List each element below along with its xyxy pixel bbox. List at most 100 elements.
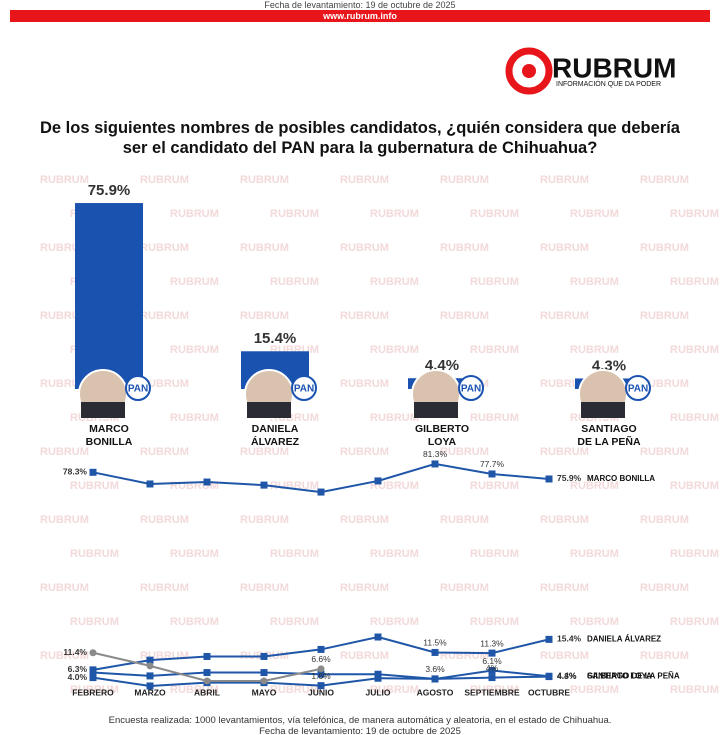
- footer-date: Fecha de levantamiento: 19 de octubre de…: [259, 726, 461, 735]
- point-label: 4.3%: [557, 671, 577, 681]
- point: [260, 669, 268, 677]
- point: [317, 645, 325, 653]
- point-label: 1.6%: [311, 671, 331, 681]
- x-tick-label: FEBRERO: [72, 687, 114, 697]
- watermark: RUBRUM: [70, 616, 119, 628]
- point-label: 15.4%: [557, 634, 582, 644]
- category-label: ÁLVAREZ: [251, 435, 300, 448]
- point: [203, 677, 211, 685]
- point: [89, 674, 97, 682]
- point: [317, 670, 325, 678]
- watermark: RUBRUM: [670, 548, 719, 560]
- party-logo-text: PAN: [461, 384, 481, 395]
- point-label: 6.1%: [482, 656, 502, 666]
- watermark: RUBRUM: [370, 548, 419, 560]
- party-logo-text: PAN: [294, 384, 314, 395]
- point: [146, 480, 154, 488]
- watermark: RUBRUM: [570, 684, 619, 696]
- watermark: RUBRUM: [240, 582, 289, 594]
- logo-text: RUBRUM: [552, 52, 676, 83]
- watermark: RUBRUM: [270, 480, 319, 492]
- series-name: GILBERTO LOYA: [587, 671, 652, 680]
- watermark: RUBRUM: [370, 480, 419, 492]
- series-name: MARCO BONILLA: [587, 474, 655, 483]
- watermark: RUBRUM: [340, 174, 389, 186]
- bar: [75, 203, 143, 389]
- watermark: RUBRUM: [170, 344, 219, 356]
- point: [374, 477, 382, 485]
- watermark: RUBRUM: [370, 684, 419, 696]
- watermark: RUBRUM: [270, 548, 319, 560]
- point-label: 81.3%: [423, 449, 448, 459]
- point: [89, 649, 97, 657]
- watermark: RUBRUM: [240, 446, 289, 458]
- series-name: SANTIAGO DE LA PEÑA: [587, 672, 680, 681]
- watermark: RUBRUM: [470, 548, 519, 560]
- point: [146, 656, 154, 664]
- watermark: RUBRUM: [440, 174, 489, 186]
- watermark: RUBRUM: [370, 616, 419, 628]
- watermark: RUBRUM: [340, 446, 389, 458]
- point: [374, 633, 382, 641]
- point-label: 78.3%: [63, 467, 88, 477]
- watermark: RUBRUM: [540, 310, 589, 322]
- watermark: RUBRUM: [640, 310, 689, 322]
- watermark: RUBRUM: [340, 582, 389, 594]
- point-label: 11.5%: [423, 638, 447, 648]
- watermark: RUBRUM: [370, 344, 419, 356]
- watermark: RUBRUM: [470, 480, 519, 492]
- watermark: RUBRUM: [540, 650, 589, 662]
- logo-dot: [522, 64, 536, 78]
- category-label: BONILLA: [86, 436, 133, 448]
- watermark: RUBRUM: [540, 446, 589, 458]
- point-label: 75.9%: [557, 473, 582, 483]
- x-tick-label: SEPTIEMBRE: [464, 687, 520, 697]
- point-label: 4%: [486, 663, 499, 673]
- watermark: RUBRUM: [670, 412, 719, 424]
- watermark: RUBRUM: [140, 582, 189, 594]
- point: [431, 675, 439, 683]
- point: [203, 652, 211, 660]
- x-tick-label: JULIO: [365, 687, 390, 697]
- watermark: RUBRUM: [670, 208, 719, 220]
- watermark: RUBRUM: [340, 514, 389, 526]
- watermark: RUBRUM: [670, 684, 719, 696]
- point-label: 4.4%: [557, 670, 577, 680]
- watermark: RUBRUM: [640, 650, 689, 662]
- party-logo: [458, 375, 484, 401]
- watermark: RUBRUM: [40, 650, 89, 662]
- watermark: RUBRUM: [640, 242, 689, 254]
- watermark: RUBRUM: [70, 548, 119, 560]
- watermark: RUBRUM: [670, 276, 719, 288]
- watermark: RUBRUM: [670, 344, 719, 356]
- point: [89, 669, 97, 677]
- x-tick-label: MAYO: [252, 687, 277, 697]
- point: [374, 674, 382, 682]
- point: [203, 669, 211, 677]
- watermark: RUBRUM: [470, 412, 519, 424]
- watermark: RUBRUM: [70, 684, 119, 696]
- watermark: RUBRUM: [40, 446, 89, 458]
- point: [260, 481, 268, 489]
- category-label: DANIELA: [252, 423, 299, 435]
- watermark: RUBRUM: [340, 378, 389, 390]
- point-label: 6.3%: [68, 664, 88, 674]
- party-logo-text: PAN: [128, 384, 148, 395]
- point-label: 6.6%: [311, 654, 331, 664]
- title: De los siguientes nombres de posibles ca…: [40, 119, 680, 157]
- watermark: RUBRUM: [440, 514, 489, 526]
- watermark: RUBRUM: [270, 616, 319, 628]
- candidate-suit: [581, 402, 625, 418]
- watermark: RUBRUM: [440, 242, 489, 254]
- watermark: RUBRUM: [670, 480, 719, 492]
- party-logo: [625, 375, 651, 401]
- watermark: RUBRUM: [440, 582, 489, 594]
- watermark: RUBRUM: [170, 276, 219, 288]
- watermark: RUBRUM: [570, 276, 619, 288]
- point: [488, 667, 496, 675]
- watermark: RUBRUM: [570, 480, 619, 492]
- watermark: RUBRUM: [440, 446, 489, 458]
- watermark: RUBRUM: [170, 208, 219, 220]
